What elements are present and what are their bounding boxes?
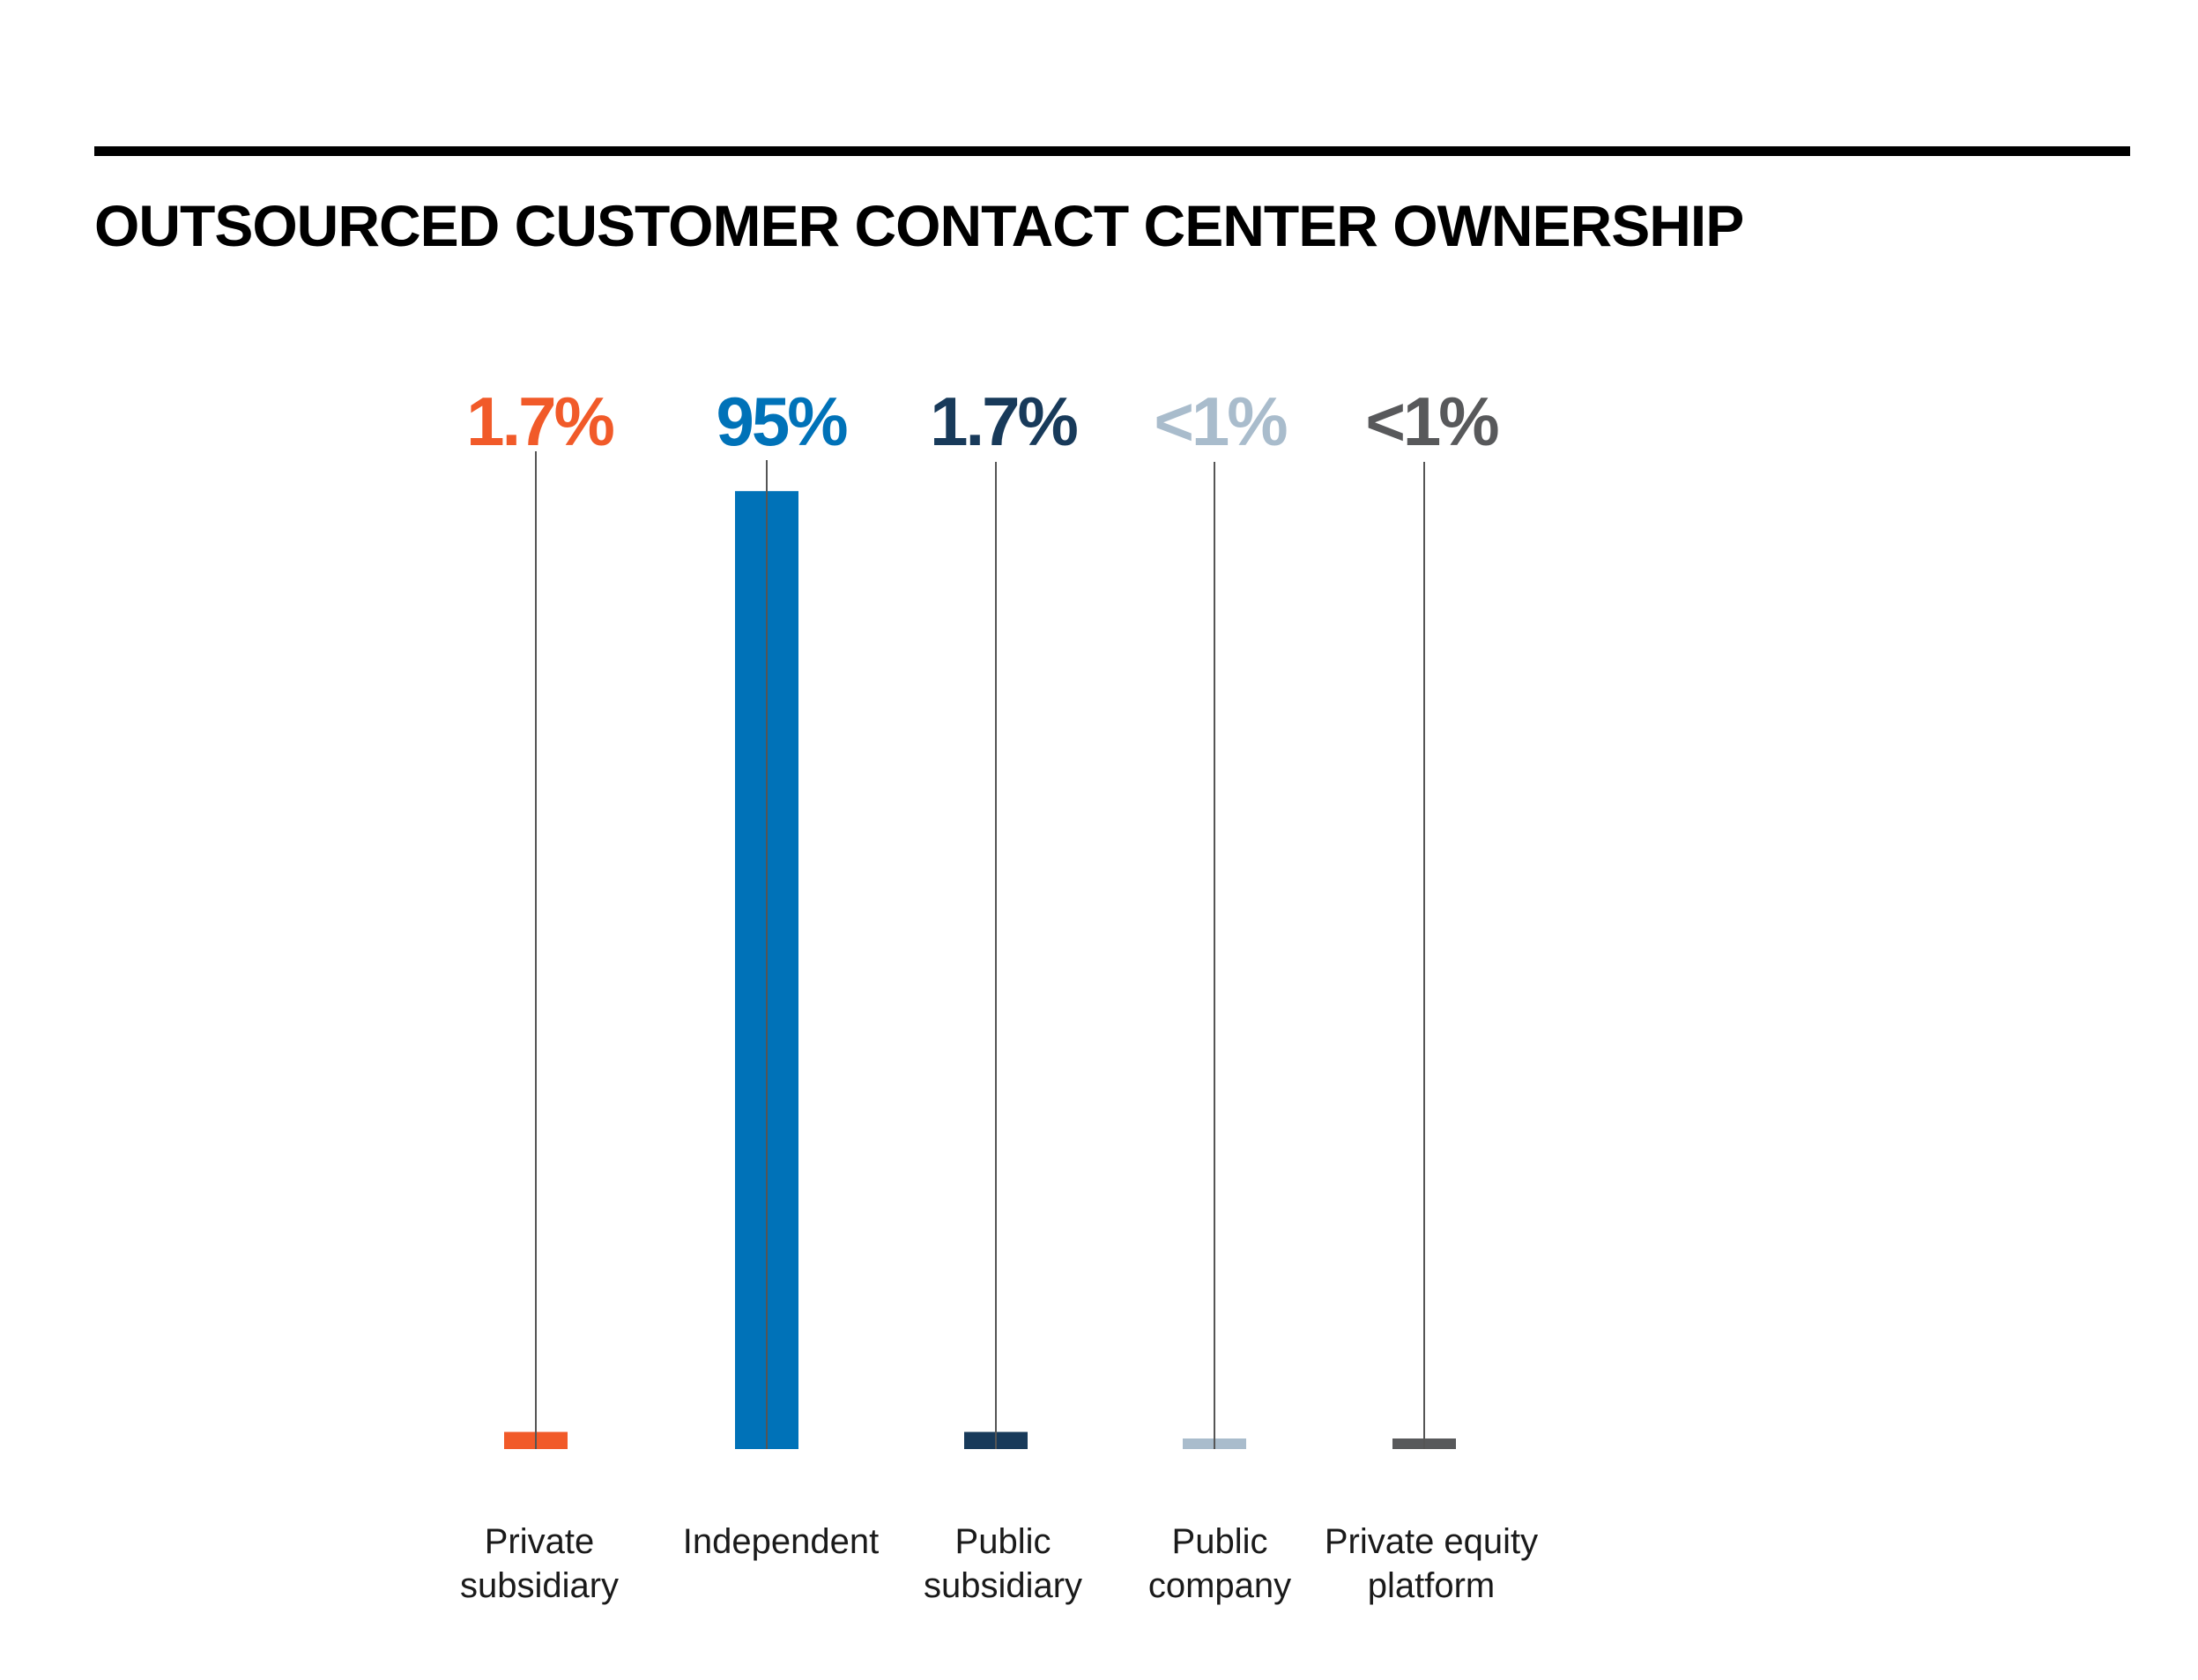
category-label-2-1: subsidiary xyxy=(924,1566,1082,1605)
category-label-1-0: Independent xyxy=(683,1522,879,1561)
value-label-1: 95% xyxy=(716,383,847,460)
chart-title: OUTSOURCED CUSTOMER CONTACT CENTER OWNER… xyxy=(94,193,1744,258)
value-label-2: 1.7% xyxy=(930,383,1077,460)
category-label-4-1: platform xyxy=(1368,1566,1496,1605)
value-label-4: <1% xyxy=(1365,383,1498,460)
category-label-3-1: company xyxy=(1148,1566,1291,1605)
category-label-2-0: Public xyxy=(955,1522,1051,1561)
value-label-0: 1.7% xyxy=(466,383,613,460)
category-label-4-0: Private equity xyxy=(1325,1522,1538,1561)
category-label-3-0: Public xyxy=(1172,1522,1268,1561)
category-label-0-0: Private xyxy=(485,1522,595,1561)
top-rule xyxy=(94,146,2130,156)
value-label-3: <1% xyxy=(1154,383,1287,460)
category-label-0-1: subsidiary xyxy=(460,1566,619,1605)
